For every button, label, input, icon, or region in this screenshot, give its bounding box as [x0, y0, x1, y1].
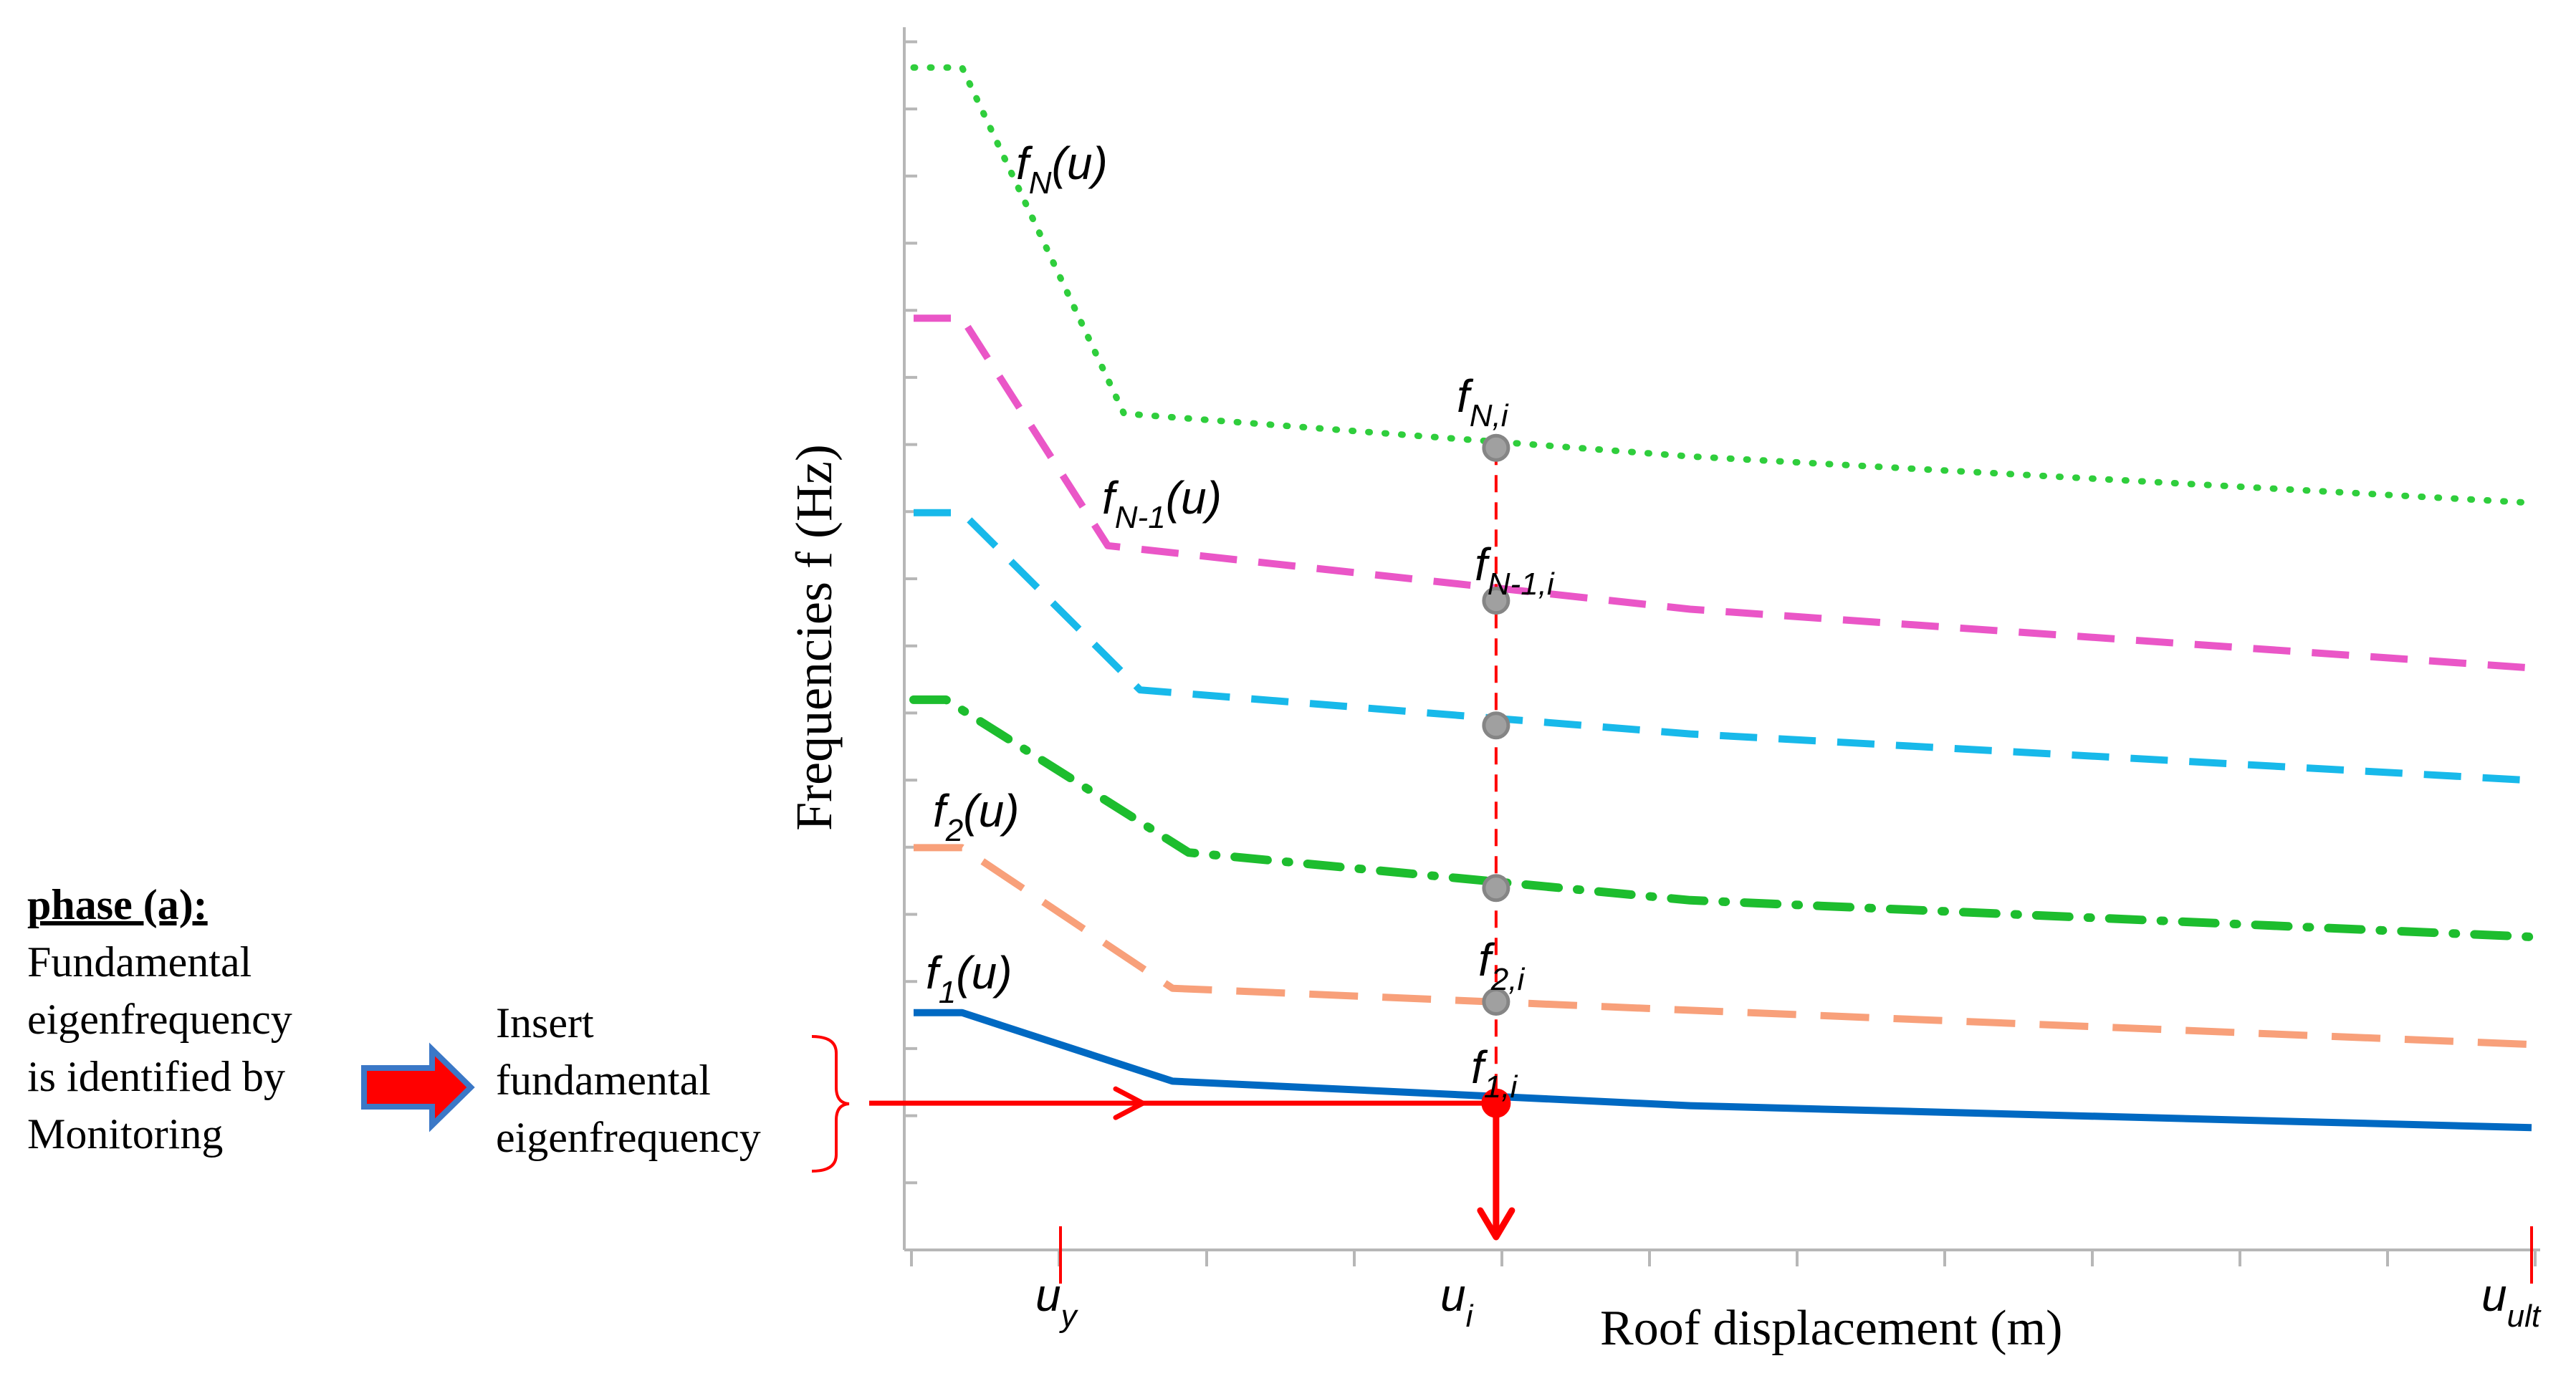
label-sub: 2,i: [1490, 962, 1526, 997]
series-line-f3: [914, 509, 2532, 784]
current-point-f2: [1482, 987, 1510, 1016]
point-label-f2i: f2,i: [1478, 934, 1525, 997]
phase-title: phase (a):: [27, 881, 208, 928]
series-line-f1: [914, 1009, 2532, 1132]
label-sub: 1,i: [1484, 1069, 1518, 1105]
series-label-f1: f1(u): [926, 947, 1012, 1010]
x-tick-label-ui: ui: [1440, 1269, 1474, 1334]
series-labels: fN(u) fN-1(u) f2(u) f1(u): [926, 138, 1222, 1010]
insert-arrow-head: [1113, 1086, 1146, 1120]
label-suffix: (u): [1052, 138, 1108, 189]
label-sub: N,i: [1470, 398, 1509, 433]
insert-annotation: Insert fundamental eigenfrequency: [496, 999, 761, 1161]
series-line-fN: [910, 64, 2535, 506]
label-suffix: (u): [956, 947, 1012, 999]
label-suffix: (u): [1166, 472, 1222, 524]
phase-line: Fundamental: [27, 938, 252, 986]
curly-brace: [811, 1035, 850, 1173]
current-point-fN1: [1482, 587, 1510, 615]
x-ticks: [910, 1250, 2537, 1266]
label-sub: 2: [945, 813, 963, 848]
label-sub: N: [1029, 165, 1052, 201]
tick-sub: ult: [2507, 1299, 2542, 1334]
label-sub: 1: [939, 975, 956, 1010]
y-axis-label: Frequencies f (Hz): [785, 444, 843, 831]
down-arrow-head: [1477, 1207, 1516, 1241]
series-label-f2: f2(u): [933, 785, 1019, 848]
current-point-fN: [1482, 433, 1510, 462]
series-label-fN: fN(u): [1016, 138, 1108, 201]
series-line-f4: [909, 695, 2536, 941]
series-label-fN1: fN-1(u): [1102, 472, 1222, 535]
current-point-f3: [1482, 711, 1510, 740]
tick-main: u: [2481, 1269, 2507, 1321]
tick-main: u: [1440, 1269, 1466, 1321]
current-point-f4: [1482, 874, 1510, 903]
x-tick-label-uult: uult: [2481, 1269, 2542, 1334]
tick-main: u: [1035, 1269, 1061, 1321]
phase-line: Monitoring: [27, 1110, 223, 1158]
phase-line: eigenfrequency: [27, 996, 292, 1043]
point-labels: fN,i fN-1,i f2,i f1,i: [1457, 370, 1555, 1105]
insert-line: eigenfrequency: [496, 1114, 761, 1161]
label-sub: N-1,i: [1488, 567, 1555, 602]
x-axis-label: Roof displacement (m): [1600, 1301, 2062, 1356]
marker-layer: [1481, 433, 1511, 1118]
current-point-f1: [1481, 1088, 1511, 1118]
label-suffix: (u): [963, 785, 1019, 837]
x-tick-label-uy: uy: [1035, 1269, 1079, 1334]
insert-line: Insert: [496, 999, 594, 1047]
tick-sub: y: [1059, 1299, 1079, 1334]
label-sub: N-1: [1115, 500, 1166, 535]
series-line-f2: [914, 844, 2532, 1049]
point-label-fNi: fN,i: [1457, 370, 1509, 433]
series-line-fN1: [914, 314, 2532, 672]
phase-line: is identified by: [27, 1053, 285, 1100]
identify-arrow: [361, 1042, 475, 1132]
phase-annotation: phase (a): Fundamental eigenfrequency is…: [27, 881, 292, 1158]
y-ticks: [904, 40, 917, 1251]
series-layer: [909, 64, 2536, 1132]
insert-line: fundamental: [496, 1057, 711, 1104]
tick-sub: i: [1466, 1299, 1474, 1334]
